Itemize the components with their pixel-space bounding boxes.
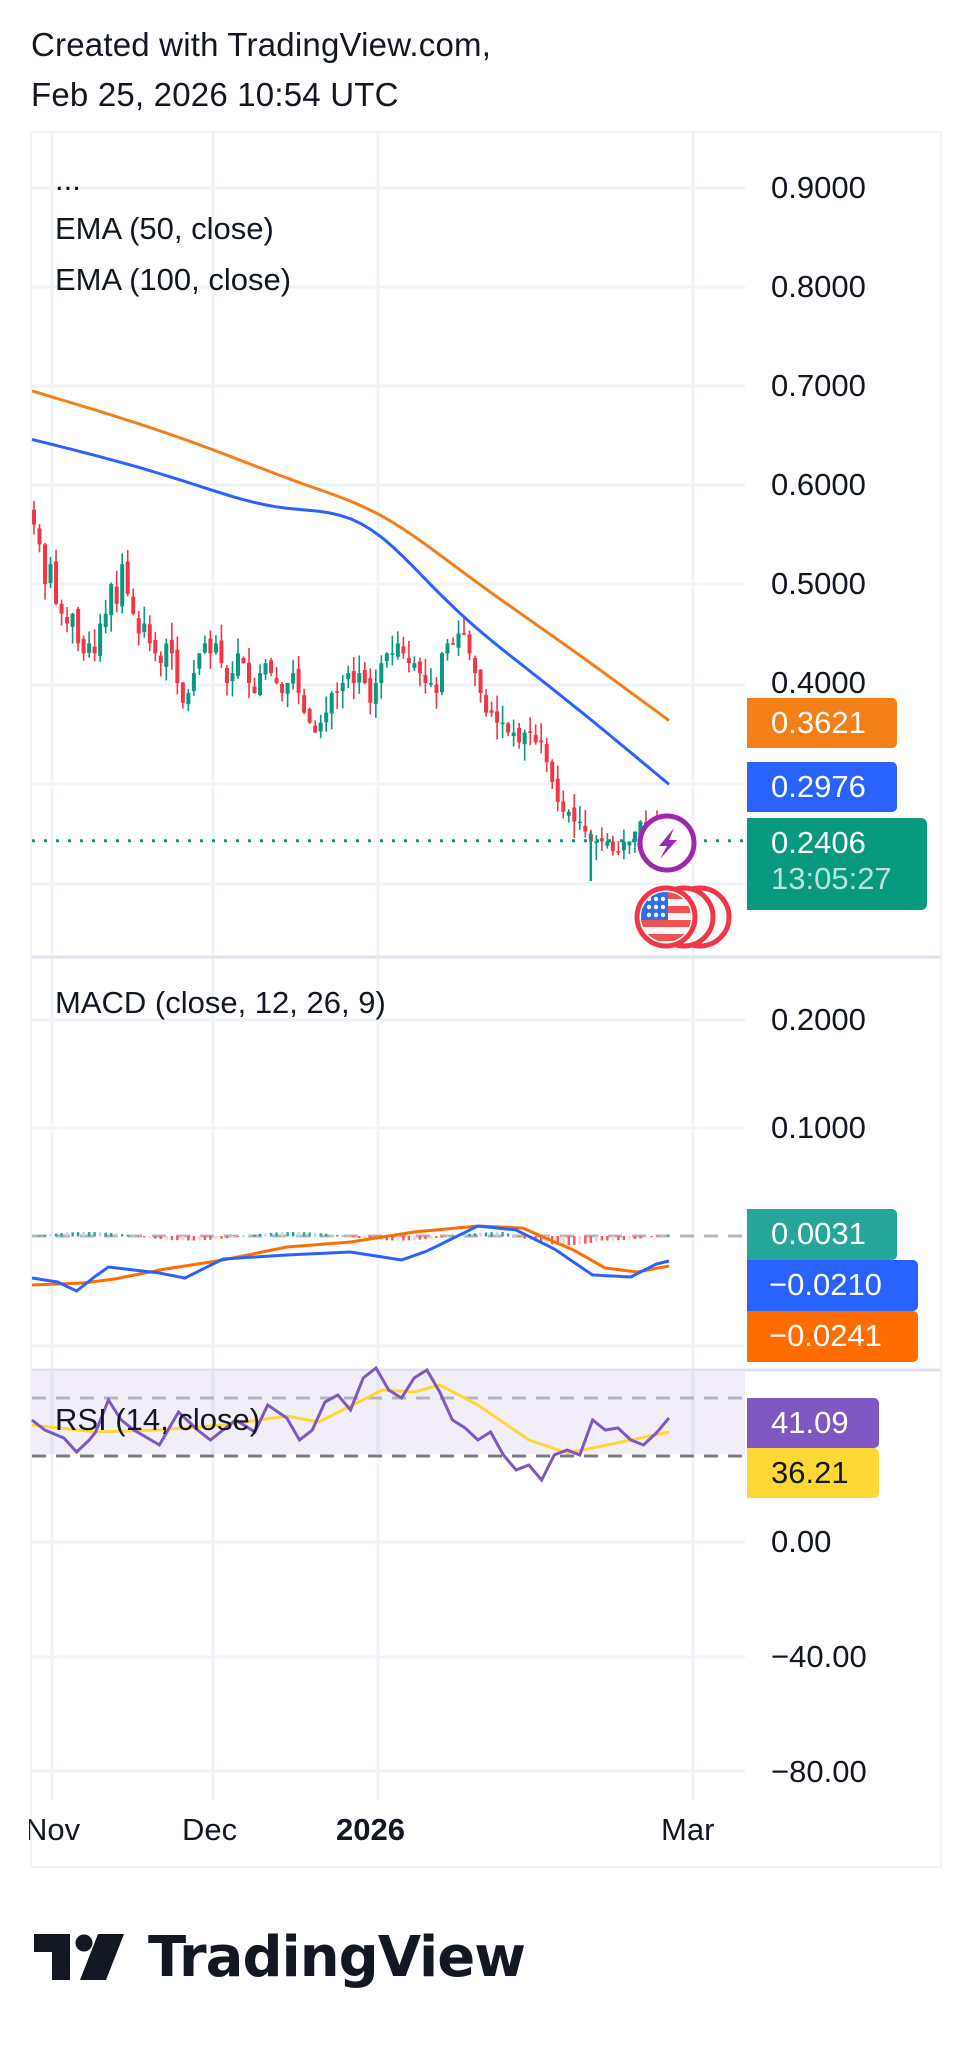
rsi-ma-tag: 36.21 (747, 1448, 879, 1498)
price-axis-label: 0.9000 (771, 170, 866, 205)
header-line-1: Created with TradingView.com, (31, 26, 492, 63)
price-axis-label: 0.8000 (771, 269, 866, 304)
tradingview-logo[interactable]: TradingView (34, 1925, 526, 1990)
last-price-tag: 0.2406 13:05:27 (747, 818, 927, 910)
last-price-value: 0.2406 (771, 825, 866, 860)
header-line-2: Feb 25, 2026 10:54 UTC (31, 76, 399, 113)
ema100-price-tag: 0.3621 (747, 698, 897, 748)
tradingview-logo-text: TradingView (148, 1925, 526, 1990)
time-axis-label-mar: Mar (661, 1812, 715, 1847)
chart-frame (30, 131, 942, 1868)
ema50-price-tag: 0.2976 (747, 762, 897, 812)
legend-rsi[interactable]: RSI (14, close) (55, 1402, 261, 1437)
legend-ema-50[interactable]: EMA (50, close) (55, 211, 274, 246)
macd-line-tag: −0.0210 (747, 1260, 918, 1311)
legend-macd[interactable]: MACD (close, 12, 26, 9) (55, 985, 386, 1020)
tradingview-logo-icon (34, 1934, 124, 1980)
rsi-axis-label: 0.00 (771, 1524, 832, 1559)
rsi-value-tag: 41.09 (747, 1398, 879, 1448)
us-flag-economic-event-icon[interactable] (632, 883, 732, 951)
macd-axis-label: 0.1000 (771, 1110, 866, 1145)
time-axis-label-nov: Nov (25, 1812, 81, 1847)
price-axis-label: 0.7000 (771, 368, 866, 403)
rsi-axis-label: −40.00 (771, 1639, 867, 1674)
lightning-event-icon[interactable] (636, 812, 698, 874)
legend-symbol-ellipsis[interactable]: ... (55, 162, 81, 197)
price-axis-label: 0.6000 (771, 467, 866, 502)
time-axis-label-dec: Dec (182, 1812, 238, 1847)
price-axis-label: 0.5000 (771, 566, 866, 601)
time-axis-label-2026: 2026 (336, 1812, 405, 1847)
price-axis-label: 0.4000 (771, 665, 866, 700)
bar-countdown: 13:05:27 (771, 861, 892, 896)
rsi-axis-label: −80.00 (771, 1754, 867, 1789)
macd-signal-tag: −0.0241 (747, 1311, 918, 1362)
legend-ema-100[interactable]: EMA (100, close) (55, 262, 292, 297)
macd-axis-label: 0.2000 (771, 1002, 866, 1037)
macd-histogram-tag: 0.0031 (747, 1209, 897, 1260)
